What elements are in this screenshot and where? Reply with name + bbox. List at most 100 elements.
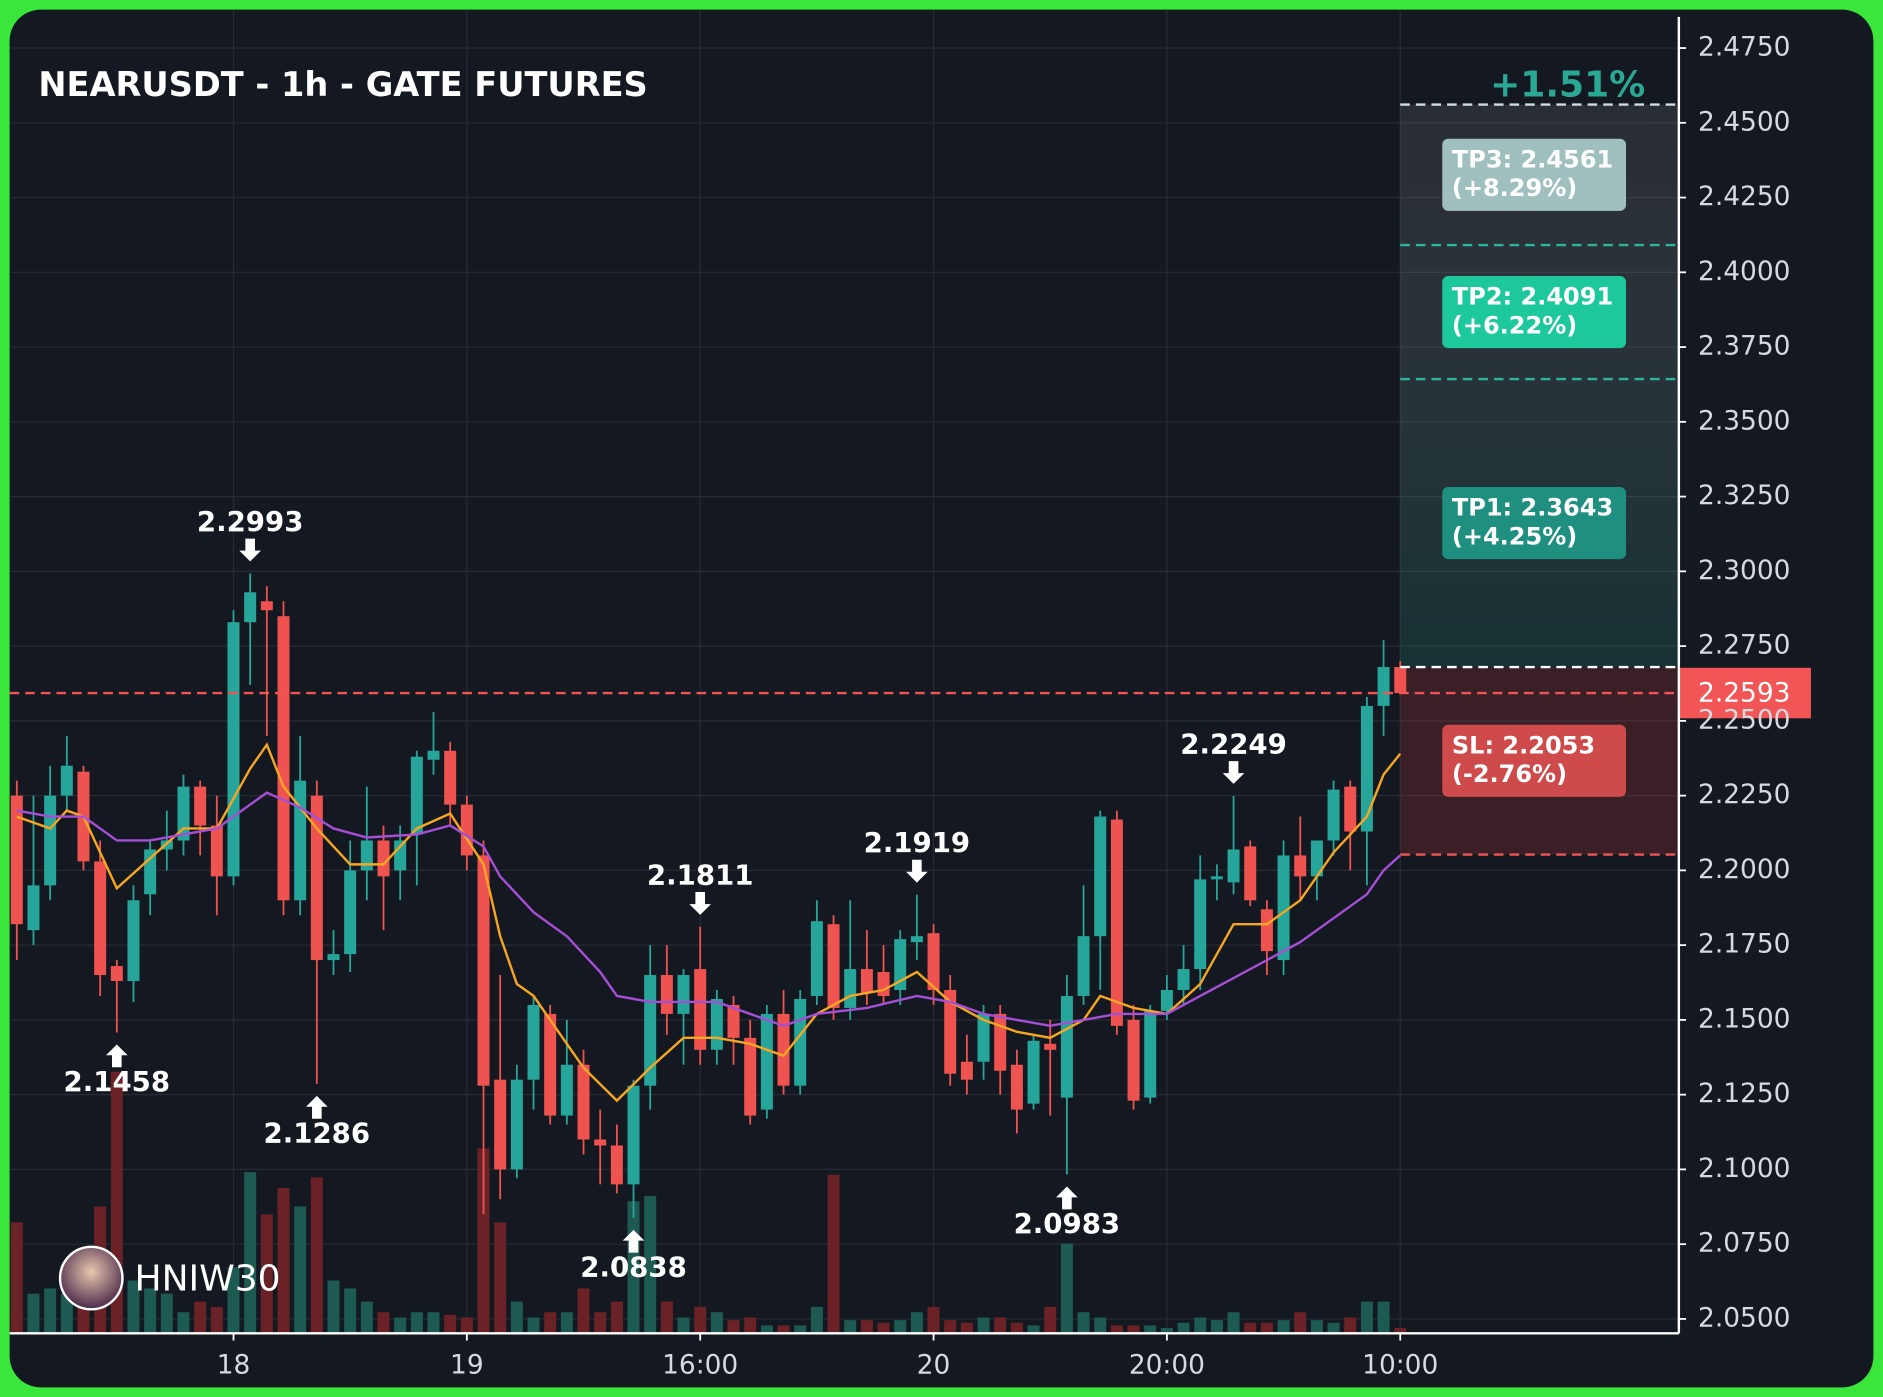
extreme-arrow (239, 538, 261, 562)
extreme-arrow (622, 1229, 645, 1253)
candle-body (594, 1139, 607, 1146)
volume-bar (1260, 1322, 1273, 1334)
x-tick-label: 20:00 (1129, 1349, 1205, 1380)
volume-bar (660, 1301, 673, 1334)
price-tag (1678, 667, 1811, 719)
volume-bar (294, 1206, 307, 1334)
candle-body (1310, 840, 1323, 877)
volume-bar (1277, 1320, 1290, 1334)
target-label: TP2: 2.4091 (1452, 283, 1613, 311)
volume-bar (827, 1174, 840, 1334)
avatar (58, 1245, 124, 1311)
volume-bar (977, 1317, 990, 1334)
target-label: TP1: 2.3643 (1452, 494, 1613, 522)
volume-bar (227, 1267, 240, 1334)
candle-body (944, 989, 957, 1074)
candle-body (344, 870, 357, 955)
volume-bar (410, 1312, 423, 1334)
volume-bar (494, 1222, 507, 1334)
target-box (1442, 276, 1627, 349)
volume-bar (877, 1322, 890, 1334)
candle-body (1277, 855, 1290, 961)
volume-bar (744, 1317, 757, 1334)
volume-bar (144, 1288, 157, 1334)
candle-body (44, 795, 57, 886)
volume-bar (444, 1314, 457, 1334)
candle-body (260, 601, 273, 611)
candle-body (860, 969, 873, 993)
volume-bar (1194, 1317, 1207, 1334)
target-pct: (+4.25%) (1452, 522, 1577, 550)
candle-body (377, 840, 390, 877)
volume-bar (394, 1317, 407, 1334)
target-pct: (+6.22%) (1452, 312, 1577, 340)
extreme-arrow (1056, 1186, 1078, 1210)
candle-body (1394, 667, 1407, 694)
candle-body (310, 795, 323, 961)
volume-bar (1310, 1320, 1323, 1334)
x-tick-label: 20 (917, 1349, 951, 1380)
volume-bar (577, 1288, 590, 1334)
volume-bar (210, 1306, 223, 1334)
volume-bar (594, 1312, 607, 1334)
extreme-arrow (689, 892, 712, 915)
candle-body (1127, 1019, 1140, 1101)
y-tick-label: 2.2000 (1698, 854, 1790, 885)
volume-bar (1377, 1301, 1390, 1334)
candle-body (1360, 705, 1373, 832)
extreme-label: 2.1286 (264, 1116, 371, 1149)
y-tick-label: 2.0500 (1698, 1302, 1790, 1333)
volume-bar (860, 1320, 873, 1334)
candles (10, 573, 1407, 1218)
y-tick-label: 2.2500 (1698, 704, 1790, 735)
y-tick-label: 2.3750 (1698, 331, 1790, 362)
candle-body (94, 861, 107, 976)
candle-body (477, 855, 490, 1086)
extreme-arrow (306, 1095, 328, 1119)
candle-body (894, 939, 907, 990)
volume-bar (1094, 1317, 1107, 1334)
target-box (1442, 138, 1627, 211)
watermark: HNIW30 (58, 1245, 281, 1311)
candle-body (877, 972, 890, 996)
candle-body (1177, 969, 1190, 990)
candle-body (1210, 876, 1223, 880)
x-tick-label: 18 (217, 1349, 251, 1380)
extreme-label: 2.1458 (64, 1065, 171, 1098)
candle-body (960, 1061, 973, 1080)
volume-bar (960, 1322, 973, 1334)
volume-bar (460, 1317, 473, 1334)
moving-average (16, 791, 1402, 1028)
price-tag-label: 2.2593 (1698, 678, 1790, 709)
candle-body (777, 1013, 790, 1086)
volume-bar (1010, 1322, 1023, 1334)
moving-averages (16, 742, 1402, 1103)
candle-body (627, 1085, 640, 1185)
volume-bar (1160, 1328, 1173, 1334)
volume-bar (344, 1288, 357, 1334)
volume-bar (160, 1293, 173, 1334)
candle-body (1027, 1040, 1040, 1104)
candle-body (1144, 1010, 1157, 1098)
stop-pct: (-2.76%) (1452, 760, 1567, 788)
volume-bar (527, 1317, 540, 1334)
candle-body (727, 1004, 740, 1038)
volume (10, 1071, 1407, 1334)
candle-body (427, 750, 440, 760)
candle-body (1194, 879, 1207, 970)
axes: 2.0500 2.0750 2.1000 2.1250 2.1500 2.1750 2.20… (9, 16, 1790, 1380)
volume-bar (1110, 1325, 1123, 1334)
y-tick-label: 2.4000 (1698, 256, 1790, 287)
candle-body (1260, 909, 1273, 952)
candle-body (1060, 995, 1073, 1098)
candle-body (1244, 846, 1257, 901)
volume-bar (1027, 1325, 1040, 1334)
volume-bar (610, 1301, 623, 1334)
volume-bar (177, 1312, 190, 1334)
candle-body (760, 1013, 773, 1110)
stop-box (1442, 724, 1627, 797)
change-label: +1.51% (1490, 64, 1645, 105)
y-tick-label: 2.1750 (1698, 929, 1790, 960)
target-box (1442, 487, 1627, 560)
watermark-text: HNIW30 (135, 1258, 281, 1299)
